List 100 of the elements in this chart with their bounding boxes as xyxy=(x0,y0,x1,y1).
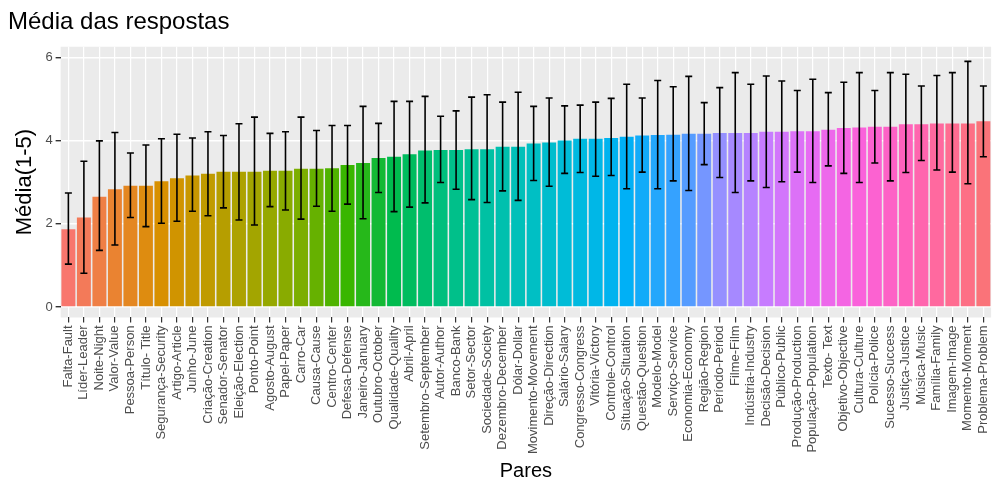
x-tick-label: Valor-Value xyxy=(106,325,122,392)
x-tick-label: Junho-June xyxy=(184,325,200,394)
x-tick-label: Filme-Film xyxy=(726,325,742,387)
x-tick-label: Centro-Center xyxy=(323,324,339,408)
x-tick-label: Sucesso-Success xyxy=(881,324,897,429)
y-axis-title: Média(1-5) xyxy=(11,128,37,236)
bar xyxy=(914,124,929,307)
bar xyxy=(433,150,448,307)
x-tick-label: Líder-Leader xyxy=(75,324,91,400)
x-tick-label: Objetivo-Objective xyxy=(835,325,851,432)
x-tick-label: Autor-Author xyxy=(432,324,448,400)
x-tick-label: Controle-Control xyxy=(602,325,618,421)
x-tick-label: Período-Period xyxy=(711,325,727,413)
x-tick-label: Indústria-Industry xyxy=(742,324,758,426)
x-tick-label: Polícia-Police xyxy=(866,325,882,405)
x-tick-label: Situação-Situation xyxy=(618,325,634,431)
x-tick-label: Imagem-Image xyxy=(943,325,959,413)
x-axis-title: Pares xyxy=(499,458,553,481)
x-tick-label: Setor-Sector xyxy=(463,324,479,399)
x-tick-label: Artigo-Article xyxy=(168,325,184,400)
bar xyxy=(650,135,665,307)
x-tick-label: Eleição-Election xyxy=(230,325,246,419)
x-tick-label: Dezembro-December xyxy=(494,324,510,450)
bar xyxy=(945,123,960,307)
x-tick-label: Público-Public xyxy=(773,324,789,408)
x-tick-label: Janeiro-January xyxy=(354,324,370,419)
x-tick-label: Vitória-Victory xyxy=(587,324,603,406)
bar xyxy=(728,132,743,307)
bar xyxy=(418,150,433,307)
x-tick-label: Papel-Paper xyxy=(277,324,293,398)
y-tick-label: 2 xyxy=(45,215,53,231)
x-tick-label: Serviço-Service xyxy=(664,325,680,417)
x-tick-label: Texto- Text xyxy=(819,325,835,389)
x-tick-label: Congresso-Congress xyxy=(571,324,587,449)
x-tick-label: Família-Family xyxy=(928,324,944,411)
bar xyxy=(449,150,464,307)
x-tick-label: Ponto-Point xyxy=(246,325,262,394)
x-tick-label: Falta-Fault xyxy=(59,325,75,388)
bar xyxy=(666,134,681,307)
x-tick-label: Questão-Question xyxy=(633,325,649,431)
x-tick-label: Música-Music xyxy=(912,324,928,405)
bar xyxy=(340,165,355,307)
x-tick-label: Decisão-Decision xyxy=(757,325,773,427)
x-tick-label: Pessoa-Person xyxy=(122,325,137,415)
x-tick-label: Setembro-September xyxy=(416,324,432,450)
bar xyxy=(635,135,650,307)
x-tick-label: Cultura-Culture xyxy=(850,325,866,414)
bar xyxy=(464,149,479,307)
chart-title: Média das respostas xyxy=(8,7,230,35)
bar xyxy=(294,168,308,307)
y-tick-label: 4 xyxy=(45,132,53,148)
bar xyxy=(929,123,944,307)
bar xyxy=(898,124,913,307)
x-tick-label: Produção-Production xyxy=(788,325,804,448)
x-tick-label: Abril-April xyxy=(401,325,417,382)
bar xyxy=(263,170,277,307)
bar xyxy=(123,185,138,307)
x-tick-label: Senador-Senator xyxy=(215,324,231,425)
x-tick-label: Salário-Salary xyxy=(556,324,572,408)
bar xyxy=(387,156,402,307)
bar xyxy=(92,196,107,307)
x-tick-label: Título- Title xyxy=(137,325,153,390)
x-tick-label: Outubro-October xyxy=(370,324,386,423)
bar xyxy=(480,149,495,307)
bar xyxy=(759,131,774,307)
y-tick-label: 0 xyxy=(45,298,53,314)
y-tick-label: 6 xyxy=(45,48,53,64)
x-tick-label: Banco-Bank xyxy=(447,324,463,397)
x-tick-label: População-Population xyxy=(804,325,820,453)
bar xyxy=(371,157,386,307)
x-tick-label: Economia-Economy xyxy=(680,324,696,442)
x-tick-label: Direção-Direction xyxy=(540,325,556,426)
x-tick-label: Qualidade-Quality xyxy=(385,324,401,430)
bar xyxy=(61,229,76,307)
x-tick-label: Defesa-Defense xyxy=(339,325,355,420)
x-tick-label: Dólar-Dollar xyxy=(509,324,525,395)
bar xyxy=(619,136,634,307)
bar xyxy=(278,170,293,307)
x-tick-label: Noite-Night xyxy=(90,325,106,391)
x-tick-label: Momento-Moment xyxy=(959,325,975,431)
bar xyxy=(356,162,371,307)
bar xyxy=(107,189,122,307)
x-tick-label: Segurança-Security xyxy=(153,324,169,440)
x-tick-label: Causa-Cause xyxy=(308,325,324,405)
x-tick-label: Carro-Car xyxy=(292,324,308,384)
bar xyxy=(138,185,153,307)
bar xyxy=(681,133,696,307)
x-tick-label: Criação-Creation xyxy=(199,325,215,424)
bar xyxy=(697,133,712,307)
bar xyxy=(76,217,91,307)
x-tick-label: Problema-Problem xyxy=(974,325,990,434)
x-tick-label: Movimento-Movement xyxy=(525,325,541,455)
bar xyxy=(325,168,340,307)
x-tick-label: Modelo-Model xyxy=(649,325,665,408)
bar xyxy=(232,171,246,307)
x-tick-label: Sociedade-Society xyxy=(478,324,494,434)
x-tick-label: Agosto-August xyxy=(261,325,277,411)
x-tick-label: Justiça-Justice xyxy=(897,325,913,411)
bar xyxy=(402,154,417,307)
bar xyxy=(154,181,169,307)
